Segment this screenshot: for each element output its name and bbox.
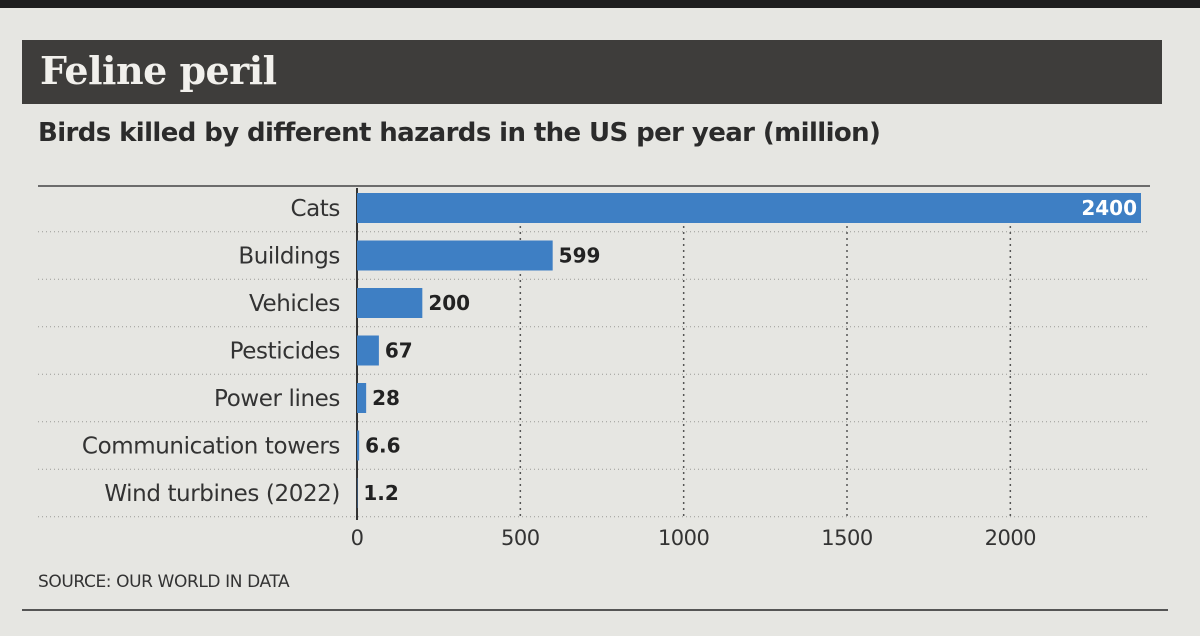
x-tick-label: 2000 — [985, 526, 1036, 550]
bottom-rule — [22, 609, 1168, 611]
top-rule — [0, 0, 1200, 8]
chart-title: Feline peril — [40, 48, 277, 93]
chart-subtitle: Birds killed by different hazards in the… — [38, 118, 881, 148]
value-label: 599 — [559, 244, 601, 268]
value-label: 28 — [372, 386, 400, 410]
x-tick-label: 500 — [501, 526, 540, 550]
value-label: 200 — [428, 291, 470, 315]
category-label: Pesticides — [230, 339, 340, 365]
bar — [357, 288, 423, 318]
grid-layer — [38, 185, 1150, 520]
x-tick-label: 0 — [351, 526, 364, 550]
value-label: 6.6 — [365, 434, 400, 458]
title-bar: Feline peril — [22, 40, 1162, 104]
bar — [357, 335, 379, 366]
value-label: 67 — [385, 339, 413, 363]
category-label: Cats — [290, 196, 340, 222]
category-label: Communication towers — [82, 434, 340, 460]
bars-layer — [357, 193, 1141, 508]
bar — [357, 430, 360, 461]
x-tick-label: 1500 — [821, 526, 872, 550]
source-note: SOURCE: OUR WORLD IN DATA — [38, 572, 290, 592]
category-label: Power lines — [214, 386, 340, 412]
x-tick-label: 1000 — [658, 526, 709, 550]
bar — [357, 240, 553, 271]
labels-layer: 0 500 1000 1500 2000 Cats 2400 Buildings 599 Vehi… — [82, 196, 1137, 550]
value-label: 1.2 — [363, 481, 398, 505]
category-label: Buildings — [238, 244, 340, 270]
category-label: Vehicles — [249, 291, 340, 317]
value-label: 2400 — [1081, 196, 1137, 220]
bar — [357, 193, 1141, 223]
bar — [357, 383, 367, 413]
category-label: Wind turbines (2022) — [104, 481, 340, 507]
